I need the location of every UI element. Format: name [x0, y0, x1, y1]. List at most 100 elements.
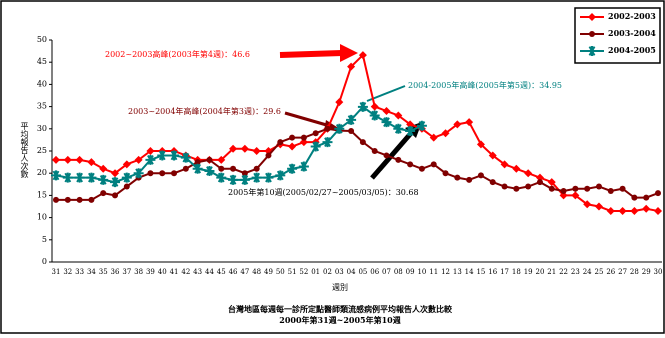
x-tick-label: 49 — [264, 268, 273, 276]
data-point — [300, 134, 307, 141]
x-tick-label: 07 — [382, 268, 391, 276]
x-tick-label: 24 — [583, 268, 592, 276]
data-point — [393, 123, 404, 134]
data-point — [123, 183, 130, 190]
data-point — [218, 165, 225, 172]
data-point — [99, 164, 108, 173]
data-point — [251, 172, 262, 183]
x-tick-label: 26 — [606, 268, 615, 276]
data-point — [488, 151, 497, 160]
data-point — [182, 165, 189, 172]
x-axis-label: 週別 — [332, 283, 348, 292]
data-point — [216, 172, 227, 183]
x-tick-label: 16 — [488, 268, 497, 276]
data-point — [631, 194, 638, 201]
data-point — [288, 142, 297, 151]
x-tick-label: 39 — [146, 268, 155, 276]
data-point — [583, 200, 592, 209]
data-point — [382, 107, 391, 116]
x-tick-label: 22 — [559, 268, 568, 276]
data-point — [63, 155, 72, 164]
data-point — [454, 174, 461, 181]
x-tick-label: 14 — [465, 268, 474, 276]
x-tick-label: 28 — [630, 268, 639, 276]
x-tick-label: 20 — [535, 268, 544, 276]
x-tick-label: 45 — [217, 268, 226, 276]
data-point — [64, 196, 71, 203]
data-point — [571, 191, 580, 200]
data-point — [416, 120, 427, 131]
legend-label: 2003-2004 — [608, 28, 656, 38]
data-point — [357, 101, 368, 112]
x-tick-label: 03 — [335, 268, 344, 276]
x-tick-label: 50 — [276, 268, 285, 276]
data-point — [643, 194, 650, 201]
data-point — [335, 98, 344, 107]
data-point — [253, 165, 260, 172]
x-tick-label: 09 — [406, 268, 415, 276]
data-point — [560, 187, 567, 194]
x-tick-label: 48 — [252, 268, 261, 276]
data-point — [358, 51, 367, 60]
data-point — [322, 137, 333, 148]
data-point — [501, 183, 508, 190]
data-point — [394, 111, 403, 120]
x-tick-label: 12 — [441, 268, 450, 276]
data-point — [169, 150, 180, 161]
data-point — [192, 163, 203, 174]
data-point — [310, 141, 321, 152]
data-point — [418, 165, 425, 172]
data-point — [606, 206, 615, 215]
x-tick-label: 18 — [512, 268, 521, 276]
x-tick-label: 10 — [417, 268, 426, 276]
data-point — [87, 158, 96, 167]
data-point — [559, 191, 568, 200]
y-tick-label: 20 — [37, 168, 47, 177]
data-point — [654, 206, 662, 215]
x-tick-label: 36 — [111, 268, 120, 276]
data-point — [265, 152, 272, 159]
legend-marker — [589, 31, 595, 37]
x-tick-label: 35 — [99, 268, 108, 276]
annotation: 2002~2003高峰(2003年第4週)：46.6 — [105, 49, 250, 59]
data-point — [217, 155, 226, 164]
data-point — [595, 183, 602, 190]
data-point — [369, 110, 380, 121]
data-point — [312, 130, 319, 137]
x-tick-label: 05 — [358, 268, 367, 276]
x-tick-label: 19 — [524, 268, 533, 276]
data-point — [275, 170, 286, 181]
legend-marker — [587, 46, 597, 56]
series-line — [56, 127, 659, 201]
data-point — [53, 196, 59, 203]
data-point — [146, 147, 155, 155]
data-point — [489, 179, 496, 186]
legend-label: 2004-2005 — [608, 45, 656, 55]
data-point — [395, 156, 402, 163]
data-point — [229, 144, 238, 153]
data-point — [370, 102, 379, 111]
data-point — [535, 173, 544, 182]
data-point — [52, 155, 60, 164]
data-point — [204, 165, 215, 176]
data-point — [513, 185, 520, 192]
x-tick-label: 52 — [299, 268, 308, 276]
data-point — [298, 161, 309, 172]
x-tick-label: 30 — [654, 268, 663, 276]
y-tick-label: 30 — [37, 124, 47, 133]
data-point — [441, 129, 450, 138]
x-tick-label: 47 — [240, 268, 249, 276]
annotation: 2003~2004年高峰(2004年第3週)：29.6 — [128, 106, 281, 116]
data-point — [241, 170, 248, 177]
x-tick-label: 32 — [63, 268, 72, 276]
y-tick-label: 40 — [37, 79, 47, 88]
data-point — [74, 172, 85, 183]
data-point — [299, 138, 308, 147]
x-tick-label: 02 — [323, 268, 332, 276]
x-tick-label: 13 — [453, 268, 462, 276]
data-point — [346, 114, 357, 125]
y-tick-label: 45 — [37, 57, 47, 66]
data-point — [252, 147, 261, 155]
data-point — [618, 206, 627, 215]
